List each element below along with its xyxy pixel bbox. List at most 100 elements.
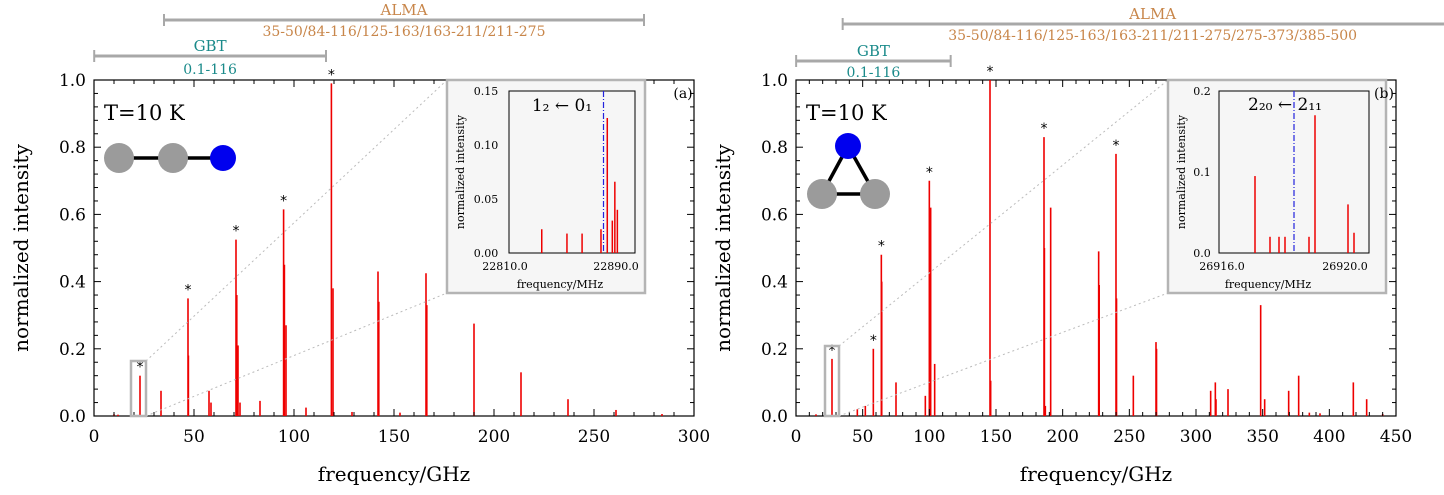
- x-tick-label: 150: [980, 427, 1012, 447]
- alma-band-range: 35-50/84-116/125-163/163-211/211-275: [262, 24, 545, 40]
- x-tick-label: 400: [1313, 427, 1345, 447]
- zoom-guide-top-b: [838, 79, 1169, 347]
- x-tick-label: 200: [1046, 427, 1078, 447]
- line-marker-star: *: [185, 282, 192, 298]
- zoom-box-b: [823, 344, 841, 418]
- x-axis-title: frequency/GHz: [1020, 462, 1172, 486]
- x-tick-label: 50: [183, 427, 205, 447]
- x-tick-label: 250: [578, 427, 610, 447]
- inset-x-tick-start: 26916.0: [1199, 260, 1245, 273]
- x-tick-label: 300: [678, 427, 710, 447]
- carbon-atom: [807, 179, 837, 209]
- inset-x-axis-title: frequency/MHz: [1225, 278, 1311, 291]
- y-tick-label: 0.2: [761, 340, 788, 360]
- line-marker-star: *: [137, 360, 144, 376]
- y-tick-label: 0.8: [761, 138, 788, 158]
- x-tick-label: 100: [913, 427, 945, 447]
- inset-y-tick-0-1: 0.1: [1193, 166, 1211, 179]
- carbon-atom: [104, 143, 134, 173]
- zoom-guide-bottom-b: [838, 292, 1169, 417]
- alma-band-name: ALMA: [380, 1, 428, 19]
- inset-y-tick-0-15: 0.15: [474, 85, 499, 98]
- x-tick-label: 0: [89, 427, 100, 447]
- inset-y-tick-0-2: 0.2: [1193, 85, 1211, 98]
- y-tick-label: 0.0: [59, 407, 86, 427]
- x-tick-label: 0: [791, 427, 802, 447]
- gbt-band-name: GBT: [857, 42, 890, 60]
- y-axis-ticks-a: 0.0 0.2 0.4 0.6 0.8 1.0: [59, 71, 694, 427]
- band-alma-a: ALMA 35-50/84-116/125-163/163-211/211-27…: [163, 1, 645, 40]
- inset-y-tick-0-0: 0.0: [1193, 247, 1211, 260]
- inset-plot-area-a: [508, 90, 636, 254]
- zoom-guide-top-a: [145, 79, 448, 362]
- y-axis-title: normalized intensity: [9, 143, 33, 351]
- zoom-box-a: [129, 359, 148, 418]
- carbon-atom: [158, 143, 188, 173]
- inset-b: 0.2 0.1 0.0 26916.0 26920.0 frequency/MH…: [1166, 78, 1388, 295]
- inset-x-axis-title: frequency/MHz: [517, 278, 603, 291]
- inset-spectrum-lines-b: [1254, 115, 1355, 253]
- inset-y-tick-0-00: 0.00: [474, 247, 499, 260]
- y-tick-label: 1.0: [59, 71, 86, 91]
- alma-band-name: ALMA: [1128, 5, 1176, 23]
- panel-a: ALMA 35-50/84-116/125-163/163-211/211-27…: [9, 1, 710, 486]
- line-marker-star: *: [878, 239, 885, 255]
- band-alma-b: ALMA 35-50/84-116/125-163/163-211/211-27…: [841, 5, 1444, 44]
- zoom-guide-bottom-a: [145, 292, 448, 417]
- inset-x-tick-end: 22890.0: [593, 260, 639, 273]
- line-marker-star: *: [829, 343, 836, 359]
- y-axis-ticks-b: 0.0 0.2 0.4 0.6 0.8 1.0: [761, 71, 1396, 427]
- line-marker-star: *: [328, 67, 335, 83]
- x-tick-label: 300: [1180, 427, 1212, 447]
- x-tick-label: 100: [278, 427, 310, 447]
- y-tick-label: 0.4: [59, 273, 86, 293]
- transition-label: 1₂ ← 0₁: [532, 96, 592, 116]
- line-markers-a: * * * * *: [137, 67, 335, 375]
- nitrogen-atom: [835, 133, 861, 159]
- line-marker-star: *: [987, 64, 994, 80]
- line-marker-star: *: [1113, 138, 1120, 154]
- inset-a: 0.15 0.10 0.05 0.00 22810.0 22890.0 freq…: [445, 78, 647, 295]
- y-tick-label: 0.2: [59, 340, 86, 360]
- line-marker-star: *: [870, 333, 877, 349]
- x-tick-label: 350: [1246, 427, 1278, 447]
- x-axis-title: frequency/GHz: [318, 462, 470, 486]
- line-marker-star: *: [1041, 121, 1048, 137]
- x-axis-ticks-a: 0 50 100 150 200 250 300: [89, 80, 710, 447]
- y-axis-title: normalized intensity: [711, 143, 735, 351]
- panel-b: ALMA 35-50/84-116/125-163/163-211/211-27…: [711, 5, 1444, 486]
- x-tick-label: 200: [478, 427, 510, 447]
- y-tick-label: 0.6: [761, 205, 788, 225]
- temperature-label: T=10 K: [806, 101, 887, 125]
- inset-spectrum-lines-a: [541, 118, 619, 253]
- x-tick-label: 250: [1113, 427, 1145, 447]
- carbon-atom: [860, 179, 890, 209]
- inset-y-axis-title: normalized intensity: [454, 114, 467, 229]
- plot-frame-b: [795, 79, 1397, 417]
- alma-band-range: 35-50/84-116/125-163/163-211/211-275/275…: [948, 28, 1357, 44]
- line-marker-star: *: [926, 165, 933, 181]
- y-tick-label: 1.0: [761, 71, 788, 91]
- gbt-band-name: GBT: [194, 37, 227, 55]
- gbt-band-range: 0.1-116: [183, 62, 237, 78]
- y-tick-label: 0.6: [59, 205, 86, 225]
- inset-x-tick-start: 22810.0: [482, 260, 528, 273]
- transition-label: 2₂₀ ← 2₁₁: [1248, 95, 1322, 115]
- line-markers-b: * * * * * * *: [829, 64, 1120, 359]
- cyclic-molecule-icon: [807, 133, 890, 209]
- spectrum-lines-a: [113, 83, 663, 416]
- panel-label: (a): [673, 86, 692, 102]
- inset-y-axis-title: normalized intensity: [1175, 114, 1188, 229]
- x-axis-ticks-b: 0 50 100 150 200 250 300 350 400 450: [791, 80, 1412, 447]
- gbt-band-range: 0.1-116: [847, 65, 901, 81]
- inset-y-tick-0-10: 0.10: [474, 139, 499, 152]
- x-tick-label: 50: [852, 427, 874, 447]
- inset-y-tick-0-05: 0.05: [474, 193, 499, 206]
- panel-label: (b): [1374, 86, 1394, 102]
- y-tick-label: 0.0: [761, 407, 788, 427]
- nitrogen-atom: [210, 145, 236, 171]
- band-gbt-a: GBT 0.1-116: [93, 37, 327, 78]
- y-tick-label: 0.8: [59, 138, 86, 158]
- x-tick-label: 450: [1380, 427, 1412, 447]
